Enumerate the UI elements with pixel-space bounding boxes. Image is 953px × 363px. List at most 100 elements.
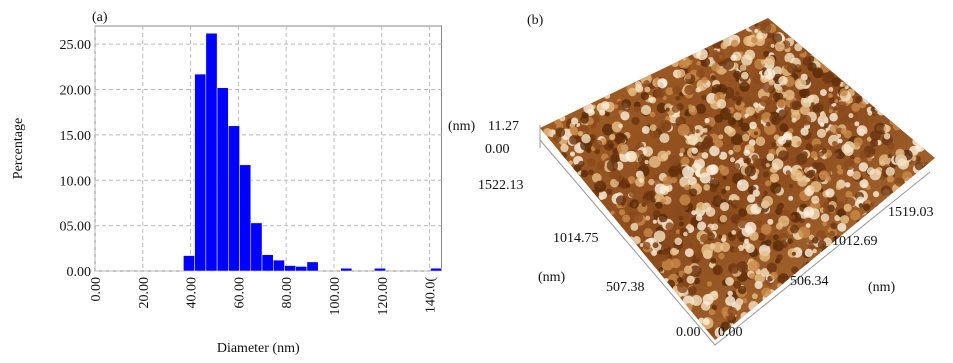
afm-grain	[615, 195, 627, 206]
afm-grain	[649, 96, 657, 104]
afm-grain	[599, 109, 606, 116]
afm-grain	[848, 260, 858, 271]
afm-grain	[773, 234, 779, 241]
afm-grain	[858, 128, 865, 136]
afm-grain	[882, 242, 891, 251]
afm-grain	[628, 87, 637, 97]
afm-grain	[701, 152, 709, 159]
afm-grain	[693, 277, 701, 285]
afm-grain	[583, 103, 594, 114]
afm-grain	[644, 190, 654, 201]
afm-grain	[614, 173, 623, 182]
afm-grain	[740, 122, 750, 132]
afm-grain	[754, 28, 759, 33]
afm-grain	[684, 111, 689, 117]
afm-grain	[736, 261, 748, 273]
afm-grain	[829, 112, 838, 122]
afm-grain	[783, 131, 793, 141]
afm-grain	[655, 201, 663, 209]
afm-grain	[852, 171, 861, 180]
afm-grain	[807, 62, 817, 72]
afm-grain	[770, 141, 777, 148]
afm-grain	[785, 170, 791, 176]
afm-grain	[606, 160, 619, 172]
afm-grain	[738, 208, 748, 218]
afm-grain	[781, 293, 786, 298]
afm-grain	[670, 258, 681, 269]
afm-grain	[709, 145, 720, 157]
afm-grain	[835, 183, 842, 190]
right-axis-tick: 0.00	[718, 325, 743, 340]
afm-grain	[776, 254, 783, 261]
afm-grain	[733, 112, 742, 121]
afm-grain	[652, 242, 659, 249]
afm-grain	[820, 213, 830, 222]
afm-grain	[648, 156, 661, 168]
afm-grain	[702, 318, 710, 326]
afm-grain	[937, 231, 942, 236]
afm-grain	[778, 109, 788, 118]
afm-grain	[837, 209, 845, 218]
afm-grain	[752, 189, 760, 197]
afm-grain	[671, 104, 680, 113]
afm-grain	[555, 127, 566, 138]
afm-grain	[800, 127, 809, 136]
afm-grain	[748, 273, 756, 280]
afm-grain	[617, 142, 629, 155]
afm-grain	[662, 176, 673, 187]
afm-grain	[665, 107, 670, 112]
bar	[216, 87, 229, 272]
afm-grain	[759, 21, 772, 34]
afm-grain	[790, 224, 799, 234]
afm-grain	[828, 87, 834, 92]
afm-grain	[709, 291, 719, 301]
afm-grain	[560, 143, 569, 153]
afm-grain	[778, 75, 788, 86]
afm-grain	[766, 299, 777, 309]
afm-grain	[895, 148, 905, 159]
afm-grain	[878, 228, 890, 241]
afm-grain	[878, 221, 885, 228]
afm-grain	[857, 263, 866, 272]
afm-grain	[559, 152, 567, 160]
afm-grain	[791, 266, 799, 274]
y-tick-label: 25.00	[60, 38, 92, 53]
afm-grain	[643, 228, 653, 238]
afm-grain	[800, 114, 812, 126]
afm-grain	[651, 250, 657, 256]
afm-grain	[941, 172, 950, 181]
afm-grain	[640, 104, 652, 116]
afm-grain	[739, 81, 750, 92]
afm-grain	[730, 133, 743, 146]
afm-grain	[818, 261, 826, 269]
afm-grain	[837, 168, 844, 175]
chart-title: (a)	[92, 10, 108, 25]
afm-grain	[683, 265, 693, 275]
afm-grain	[816, 128, 827, 138]
afm-grain	[686, 275, 695, 284]
afm-grain	[772, 33, 783, 44]
afm-grain	[677, 282, 689, 294]
afm-grain	[872, 259, 877, 265]
afm-grain	[880, 185, 892, 197]
afm-grain	[638, 177, 645, 183]
afm-grain	[823, 122, 829, 129]
afm-grain	[839, 88, 848, 97]
afm-grain	[776, 282, 783, 289]
afm-grain	[711, 62, 720, 72]
afm-grain	[746, 194, 756, 203]
afm-grain	[668, 155, 680, 167]
afm-grain	[744, 238, 749, 244]
afm-grain	[840, 215, 850, 224]
afm-grain	[684, 248, 694, 258]
afm-grain	[652, 210, 661, 219]
afm-grain	[657, 78, 668, 89]
afm-grain	[742, 134, 750, 142]
afm-grain	[836, 271, 844, 279]
afm-grain	[711, 195, 724, 207]
afm-grain	[803, 206, 815, 218]
afm-grain	[738, 244, 745, 252]
afm-grain	[729, 157, 735, 163]
afm-grain	[860, 249, 867, 256]
